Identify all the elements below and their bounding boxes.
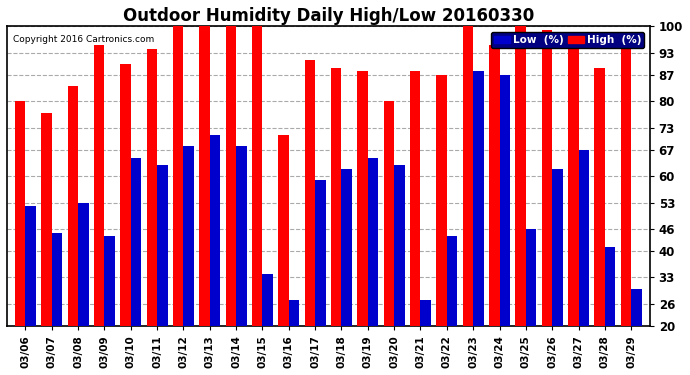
Bar [526, 229, 536, 326]
Bar [631, 289, 642, 326]
Bar [515, 27, 526, 326]
Bar [278, 135, 289, 326]
Bar [384, 101, 394, 326]
Bar [94, 45, 104, 326]
Bar [262, 274, 273, 326]
Bar [146, 49, 157, 326]
Bar [173, 27, 184, 326]
Bar [542, 30, 552, 326]
Bar [157, 165, 168, 326]
Bar [26, 206, 36, 326]
Bar [436, 75, 447, 326]
Bar [15, 101, 26, 326]
Bar [78, 202, 88, 326]
Bar [552, 169, 563, 326]
Bar [605, 248, 615, 326]
Bar [410, 72, 420, 326]
Bar [394, 165, 405, 326]
Bar [315, 180, 326, 326]
Bar [594, 68, 605, 326]
Bar [304, 60, 315, 326]
Bar [41, 112, 52, 326]
Bar [331, 68, 342, 326]
Bar [462, 27, 473, 326]
Bar [289, 300, 299, 326]
Bar [184, 146, 194, 326]
Bar [252, 27, 262, 326]
Bar [500, 75, 510, 326]
Bar [226, 27, 236, 326]
Bar [473, 72, 484, 326]
Bar [68, 86, 78, 326]
Bar [420, 300, 431, 326]
Text: Copyright 2016 Cartronics.com: Copyright 2016 Cartronics.com [13, 36, 155, 45]
Bar [120, 64, 130, 326]
Bar [621, 49, 631, 326]
Bar [568, 45, 578, 326]
Bar [199, 27, 210, 326]
Bar [210, 135, 220, 326]
Title: Outdoor Humidity Daily High/Low 20160330: Outdoor Humidity Daily High/Low 20160330 [123, 7, 534, 25]
Legend: Low  (%), High  (%): Low (%), High (%) [491, 32, 644, 48]
Bar [368, 158, 378, 326]
Bar [52, 232, 62, 326]
Bar [130, 158, 141, 326]
Bar [357, 72, 368, 326]
Bar [447, 236, 457, 326]
Bar [578, 150, 589, 326]
Bar [342, 169, 352, 326]
Bar [104, 236, 115, 326]
Bar [489, 45, 500, 326]
Bar [236, 146, 246, 326]
